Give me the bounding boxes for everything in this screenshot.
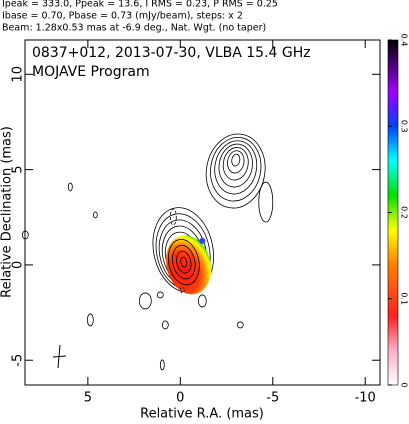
contour bbox=[138, 292, 152, 310]
contour bbox=[210, 136, 262, 202]
contour bbox=[92, 211, 98, 219]
colorbar-tick-label: 0.3 bbox=[400, 120, 409, 133]
x-axis-label: Relative R.A. (mas) bbox=[140, 407, 264, 422]
x-tick-label: -10 bbox=[355, 391, 376, 406]
contour bbox=[222, 147, 249, 181]
contour bbox=[180, 256, 188, 268]
plot-frame bbox=[24, 39, 381, 386]
contour bbox=[231, 153, 241, 167]
polarization bbox=[199, 237, 206, 244]
polarization bbox=[165, 235, 212, 295]
chart-subtitle: MOJAVE Program bbox=[32, 64, 150, 80]
contour bbox=[218, 143, 253, 188]
y-tick-label: -5 bbox=[11, 354, 26, 367]
contour bbox=[167, 239, 200, 286]
header-line: Ipeak = 333.0, Ppeak = 13.6, I RMS = 0.2… bbox=[2, 0, 278, 10]
contour bbox=[161, 320, 169, 330]
header-line: Ibase = 0.70, Pbase = 0.73 (mJy/beam), s… bbox=[2, 11, 243, 22]
x-tick-label: -5 bbox=[266, 391, 279, 406]
y-axis-label: Relative Declination (mas) bbox=[0, 126, 15, 298]
contour bbox=[227, 150, 245, 174]
contours bbox=[21, 133, 274, 371]
contour bbox=[172, 244, 196, 280]
colorbar-tick-label: 0 bbox=[400, 382, 409, 387]
contour bbox=[169, 208, 177, 226]
contour bbox=[21, 230, 29, 240]
colorbar-tick-label: 0.4 bbox=[400, 34, 409, 47]
contour bbox=[179, 286, 185, 294]
contour bbox=[258, 181, 274, 223]
y-tick-label: 10 bbox=[11, 66, 26, 83]
x-tick-label: 5 bbox=[84, 391, 92, 406]
chart-title: 0837+012, 2013-07-30, VLBA 15.4 GHz bbox=[32, 45, 311, 61]
contour bbox=[214, 140, 258, 195]
contour bbox=[176, 250, 192, 274]
beam bbox=[52, 344, 67, 369]
y-tick-label: 0 bbox=[11, 261, 26, 269]
colorbar-tick-label: 0.1 bbox=[400, 292, 409, 305]
contour bbox=[156, 291, 164, 299]
x-tick-label: 0 bbox=[176, 391, 184, 406]
contour bbox=[67, 182, 73, 192]
contour bbox=[236, 321, 244, 329]
colorbar-tick-label: 0.2 bbox=[400, 206, 409, 219]
contour bbox=[197, 294, 207, 308]
contour bbox=[205, 133, 266, 209]
y-tick-label: 5 bbox=[11, 165, 26, 173]
header-line: Beam: 1.28x0.53 mas at -6.9 deg., Nat. W… bbox=[2, 23, 266, 34]
contour bbox=[86, 313, 94, 327]
contour bbox=[159, 359, 165, 371]
